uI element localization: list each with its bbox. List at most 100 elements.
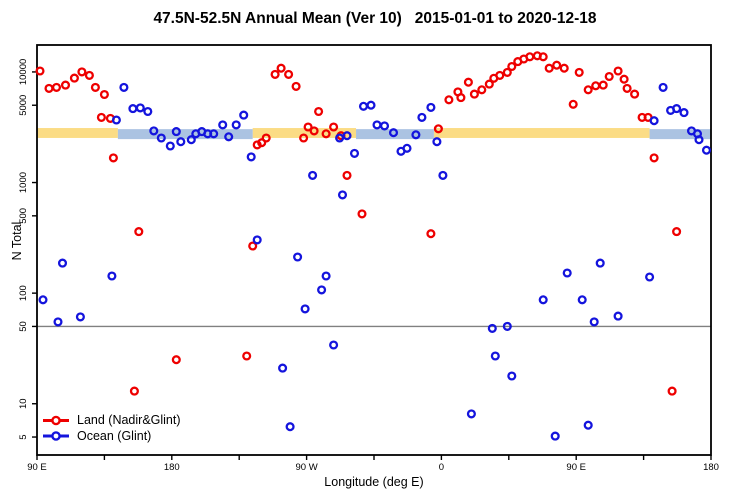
ocean-point xyxy=(135,103,145,113)
land-point xyxy=(276,63,286,73)
ocean-point xyxy=(388,128,399,138)
ocean-point xyxy=(538,295,548,305)
land-point xyxy=(622,83,632,93)
ocean-point xyxy=(171,127,181,137)
x-tick-label: 180 xyxy=(703,462,719,473)
ocean-point xyxy=(432,137,442,147)
land-point xyxy=(108,153,118,163)
ocean-point xyxy=(402,143,412,153)
land-point xyxy=(257,138,267,148)
ocean-point xyxy=(321,271,331,281)
ocean-point xyxy=(224,132,234,142)
ocean-point xyxy=(75,312,85,322)
y-tick-label: 1000 xyxy=(18,172,29,193)
land-point xyxy=(84,70,94,80)
ocean-point xyxy=(701,145,712,155)
ocean-point xyxy=(577,295,587,305)
legend-label-land: Land (Nadir&Glint) xyxy=(77,413,181,427)
ocean-point xyxy=(165,141,175,151)
ocean-point xyxy=(176,137,186,147)
ocean-point xyxy=(300,304,310,314)
ocean-point xyxy=(186,135,196,145)
land-point xyxy=(314,106,324,117)
ocean-mean-band xyxy=(649,129,711,140)
ocean-point xyxy=(308,170,318,180)
land-point xyxy=(60,80,71,90)
land-point xyxy=(291,81,301,91)
x-tick-label: 180 xyxy=(164,462,180,473)
ocean-point xyxy=(379,121,390,131)
ocean-point xyxy=(246,152,256,162)
land-point xyxy=(667,386,677,396)
land-point xyxy=(502,67,512,77)
land-point xyxy=(242,351,252,361)
ocean-point xyxy=(372,120,382,130)
land-point xyxy=(559,63,569,73)
ocean-point xyxy=(149,126,159,136)
ocean-point xyxy=(366,100,376,110)
land-point xyxy=(69,73,79,83)
ocean-point xyxy=(426,102,436,112)
x-axis-title: Longitude (deg E) xyxy=(324,475,424,489)
land-point xyxy=(134,227,144,237)
ocean-point xyxy=(562,268,572,278)
land-point xyxy=(477,85,487,95)
land-point xyxy=(35,66,45,76)
ocean-point xyxy=(672,104,682,114)
ocean-point xyxy=(143,106,153,117)
ocean-point xyxy=(438,170,448,180)
ocean-point xyxy=(38,295,48,305)
land-point xyxy=(672,227,682,237)
land-point xyxy=(44,83,54,93)
y-tick-label: 500 xyxy=(18,208,29,224)
x-tick-label: 0 xyxy=(439,462,444,473)
ocean-point xyxy=(218,120,228,130)
ocean-point xyxy=(349,148,360,158)
ocean-point xyxy=(278,363,288,373)
ocean-point xyxy=(502,321,512,331)
ocean-point xyxy=(411,130,421,140)
ocean-point xyxy=(679,108,689,118)
ocean-point xyxy=(337,190,348,200)
ocean-point xyxy=(694,135,704,145)
y-tick-label: 5000 xyxy=(18,95,29,116)
land-point xyxy=(284,69,294,79)
ocean-mean-band xyxy=(356,129,434,140)
land-point xyxy=(357,209,367,219)
y-tick-label: 100 xyxy=(18,285,29,301)
land-point xyxy=(598,80,608,90)
ocean-point xyxy=(658,82,668,92)
ocean-point xyxy=(317,285,327,295)
land-point xyxy=(261,133,271,143)
land-point xyxy=(538,52,548,62)
ocean-point xyxy=(53,317,63,327)
y-tick-label: 10000 xyxy=(18,59,29,85)
ocean-point xyxy=(231,120,241,130)
ocean-point xyxy=(156,133,166,143)
land-point xyxy=(321,129,331,139)
ocean-point xyxy=(329,340,339,350)
land-mean-band xyxy=(252,128,357,138)
land-mean-band xyxy=(37,128,118,138)
ocean-point xyxy=(487,323,497,333)
ocean-mean-band xyxy=(117,129,253,140)
land-mean-band xyxy=(433,128,650,138)
ocean-point xyxy=(466,409,476,419)
land-point xyxy=(303,122,313,132)
legend-marker-ocean-icon xyxy=(51,431,61,441)
y-tick-label: 10 xyxy=(18,398,29,409)
ocean-point xyxy=(595,258,605,268)
ocean-point xyxy=(507,371,517,381)
land-point xyxy=(309,126,319,136)
chart-title: 47.5N-52.5N Annual Mean (Ver 10) 2015-01… xyxy=(153,10,597,27)
land-point xyxy=(484,79,494,89)
land-point xyxy=(525,52,535,62)
ocean-point xyxy=(285,422,295,432)
land-point xyxy=(544,63,554,73)
land-point xyxy=(433,124,443,134)
ocean-point xyxy=(57,258,68,268)
land-point xyxy=(77,67,87,77)
land-point xyxy=(604,71,614,82)
ocean-point xyxy=(490,351,500,361)
land-point xyxy=(129,386,139,396)
